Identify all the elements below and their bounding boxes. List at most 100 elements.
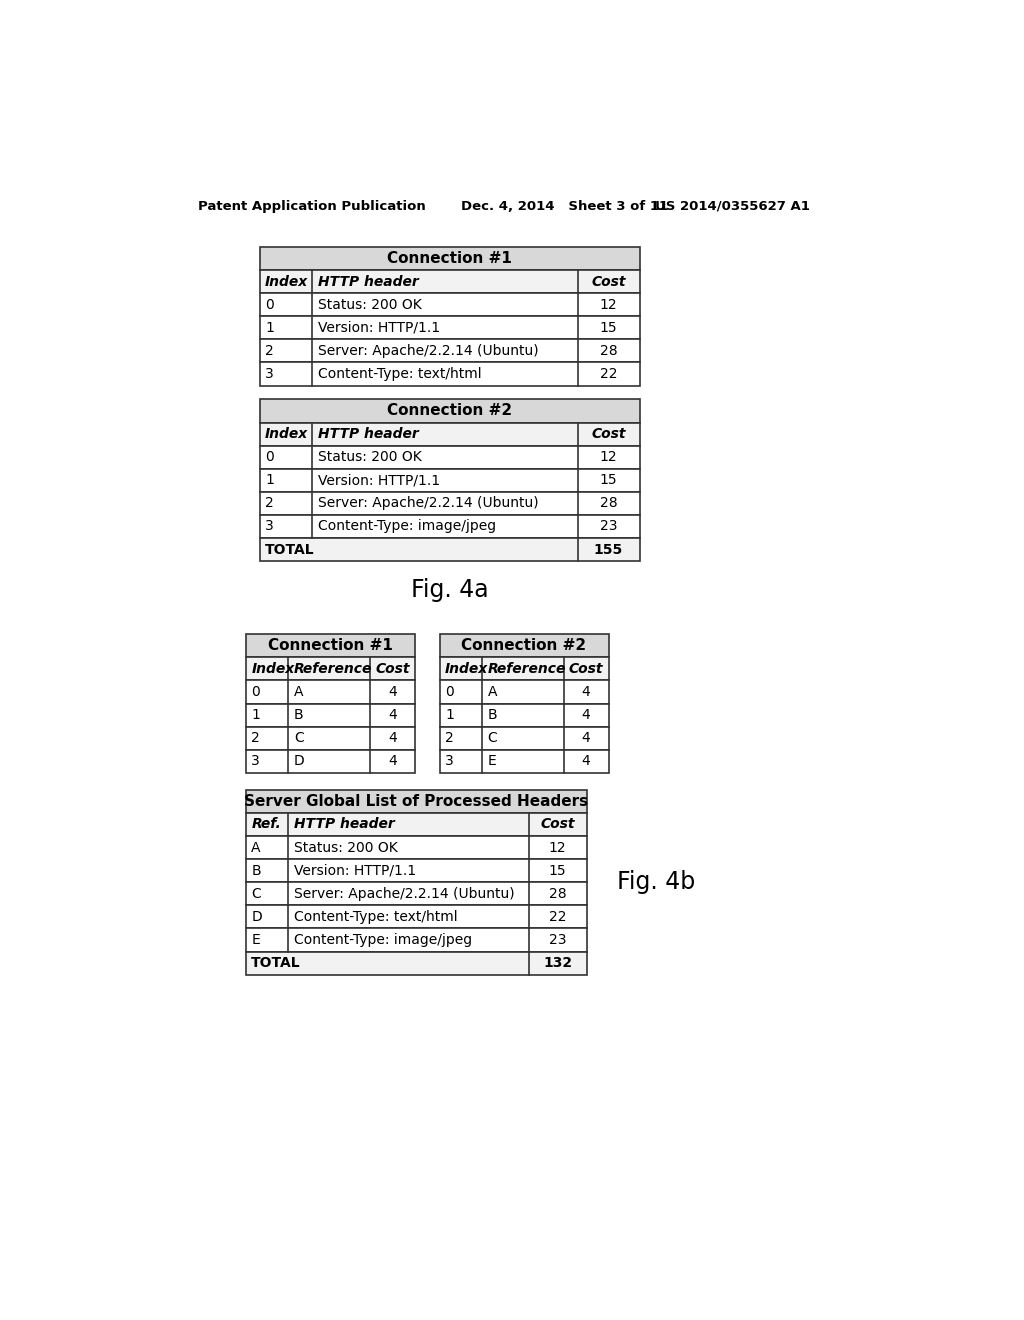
Text: Cost: Cost: [568, 661, 603, 676]
Text: Ref.: Ref.: [251, 817, 281, 832]
Bar: [439, 726, 608, 750]
Text: HTTP header: HTTP header: [317, 428, 419, 441]
Bar: [246, 859, 587, 882]
Bar: [246, 726, 415, 750]
Text: US 2014/0355627 A1: US 2014/0355627 A1: [655, 199, 810, 213]
Text: A: A: [487, 685, 497, 700]
Bar: [246, 836, 587, 859]
Text: E: E: [251, 933, 260, 946]
Text: 23: 23: [549, 933, 566, 946]
Text: 15: 15: [549, 863, 566, 878]
Text: TOTAL: TOTAL: [251, 956, 301, 970]
Text: 12: 12: [600, 450, 617, 465]
Text: Fig. 4a: Fig. 4a: [411, 578, 488, 602]
Bar: [246, 635, 415, 657]
Text: Version: HTTP/1.1: Version: HTTP/1.1: [317, 474, 440, 487]
Text: 23: 23: [600, 520, 617, 533]
Text: 4: 4: [582, 754, 591, 768]
Text: Connection #2: Connection #2: [387, 404, 512, 418]
Text: 1: 1: [265, 474, 274, 487]
Text: 28: 28: [549, 887, 566, 900]
Bar: [246, 657, 415, 681]
Text: C: C: [294, 731, 303, 746]
Bar: [246, 882, 587, 906]
Text: Content-Type: image/jpeg: Content-Type: image/jpeg: [317, 520, 496, 533]
Text: B: B: [487, 708, 498, 722]
Bar: [439, 635, 608, 657]
Bar: [260, 469, 640, 492]
Text: 2: 2: [265, 345, 274, 358]
Bar: [260, 247, 640, 271]
Text: Index: Index: [445, 661, 488, 676]
Bar: [260, 293, 640, 317]
Text: 4: 4: [388, 754, 396, 768]
Text: 4: 4: [388, 731, 396, 746]
Text: A: A: [294, 685, 303, 700]
Text: 22: 22: [600, 367, 617, 381]
Bar: [246, 952, 587, 974]
Text: Status: 200 OK: Status: 200 OK: [317, 298, 422, 312]
Text: 0: 0: [265, 298, 274, 312]
Text: TOTAL: TOTAL: [265, 543, 314, 557]
Bar: [260, 446, 640, 469]
Text: 28: 28: [600, 345, 617, 358]
Text: Connection #2: Connection #2: [462, 639, 587, 653]
Text: 1: 1: [265, 321, 274, 335]
Text: 1: 1: [251, 708, 260, 722]
Text: E: E: [487, 754, 497, 768]
Text: Connection #1: Connection #1: [268, 639, 393, 653]
Text: Server Global List of Processed Headers: Server Global List of Processed Headers: [245, 793, 589, 809]
Text: Content-Type: image/jpeg: Content-Type: image/jpeg: [294, 933, 472, 946]
Text: Cost: Cost: [591, 428, 626, 441]
Text: 155: 155: [594, 543, 624, 557]
Text: Cost: Cost: [375, 661, 410, 676]
Text: 22: 22: [549, 909, 566, 924]
Text: 12: 12: [549, 841, 566, 854]
Text: HTTP header: HTTP header: [317, 275, 419, 289]
Bar: [246, 750, 415, 774]
Text: 15: 15: [600, 474, 617, 487]
Bar: [246, 704, 415, 726]
Text: 4: 4: [582, 731, 591, 746]
Text: B: B: [294, 708, 303, 722]
Text: Server: Apache/2.2.14 (Ubuntu): Server: Apache/2.2.14 (Ubuntu): [317, 345, 539, 358]
Text: 28: 28: [600, 496, 617, 511]
Text: 4: 4: [388, 685, 396, 700]
Text: Server: Apache/2.2.14 (Ubuntu): Server: Apache/2.2.14 (Ubuntu): [294, 887, 514, 900]
Text: Index: Index: [251, 661, 295, 676]
Text: Index: Index: [265, 428, 308, 441]
Text: C: C: [487, 731, 498, 746]
Text: Index: Index: [265, 275, 308, 289]
Bar: [246, 928, 587, 952]
Text: 15: 15: [600, 321, 617, 335]
Bar: [246, 813, 587, 836]
Text: 2: 2: [445, 731, 454, 746]
Text: 3: 3: [445, 754, 454, 768]
Bar: [260, 271, 640, 293]
Bar: [439, 657, 608, 681]
Text: 3: 3: [251, 754, 260, 768]
Text: 2: 2: [251, 731, 260, 746]
Bar: [260, 339, 640, 363]
Text: 2: 2: [265, 496, 274, 511]
Text: 4: 4: [582, 708, 591, 722]
Text: 1: 1: [445, 708, 454, 722]
Text: Server: Apache/2.2.14 (Ubuntu): Server: Apache/2.2.14 (Ubuntu): [317, 496, 539, 511]
Bar: [260, 422, 640, 446]
Text: Content-Type: text/html: Content-Type: text/html: [317, 367, 481, 381]
Text: 0: 0: [445, 685, 454, 700]
Bar: [439, 750, 608, 774]
Bar: [260, 515, 640, 539]
Bar: [260, 400, 640, 422]
Text: 3: 3: [265, 520, 274, 533]
Text: Patent Application Publication: Patent Application Publication: [198, 199, 426, 213]
Bar: [246, 681, 415, 704]
Text: A: A: [251, 841, 261, 854]
Text: Dec. 4, 2014   Sheet 3 of 11: Dec. 4, 2014 Sheet 3 of 11: [461, 199, 669, 213]
Text: C: C: [251, 887, 261, 900]
Text: B: B: [251, 863, 261, 878]
Bar: [246, 906, 587, 928]
Text: Status: 200 OK: Status: 200 OK: [317, 450, 422, 465]
Text: 0: 0: [265, 450, 274, 465]
Bar: [439, 681, 608, 704]
